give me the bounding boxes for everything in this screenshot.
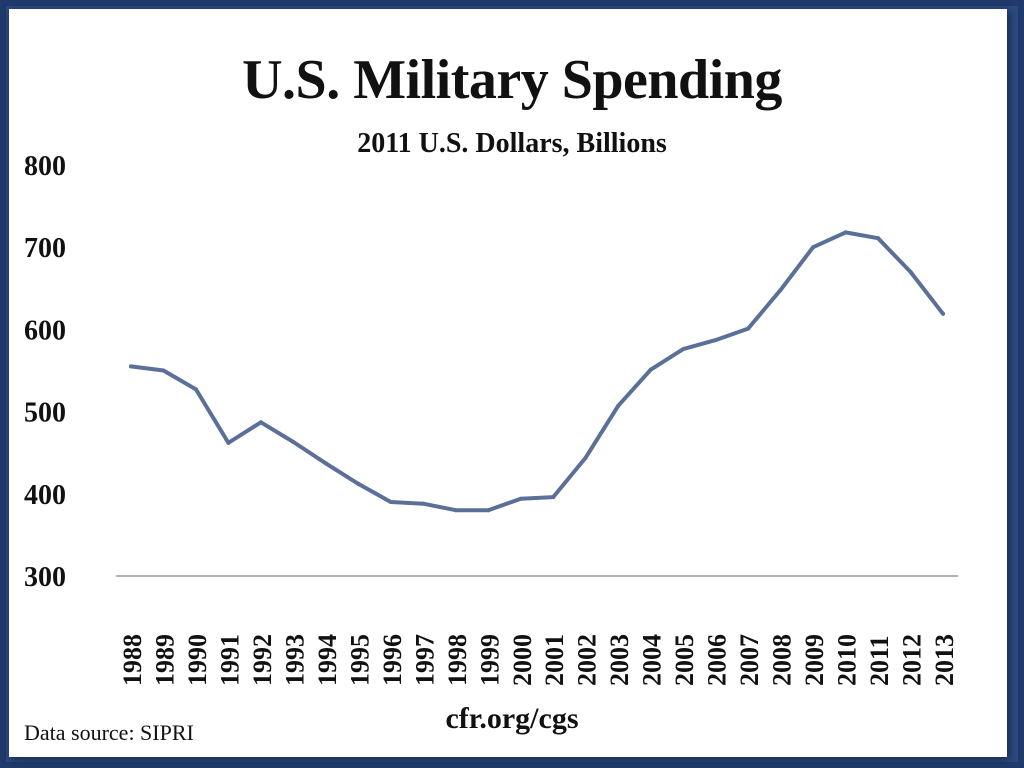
series-line (129, 230, 945, 513)
x-tick-label: 1994 (313, 634, 342, 686)
x-tick-label: 2004 (638, 634, 667, 686)
x-tick-label: 1991 (215, 634, 244, 686)
x-tick-label: 2009 (800, 634, 829, 686)
data-point (161, 368, 166, 373)
y-tick-label: 800 (24, 151, 66, 182)
y-tick-label: 300 (24, 562, 66, 593)
x-tick-label: 2008 (768, 634, 797, 686)
chart-title: U.S. Military Spending (242, 49, 782, 111)
data-point (941, 311, 945, 316)
data-point (129, 364, 133, 369)
data-point (356, 481, 361, 486)
x-tick-label: 2010 (833, 634, 862, 686)
data-point (486, 508, 491, 513)
data-point (681, 347, 686, 352)
x-tick-label: 1990 (183, 634, 212, 686)
data-point (193, 387, 198, 392)
y-tick-label: 400 (24, 480, 66, 511)
x-tick-label: 1989 (150, 634, 179, 686)
data-point (518, 496, 523, 501)
data-point (453, 508, 458, 513)
data-point (551, 495, 556, 500)
chart-subtitle: 2011 U.S. Dollars, Billions (357, 128, 667, 159)
data-point (616, 403, 621, 408)
x-tick-label: 2006 (703, 634, 732, 686)
data-point (908, 269, 913, 274)
x-tick-label: 2013 (930, 634, 959, 686)
x-tick-label: 1992 (248, 634, 277, 686)
data-point (388, 500, 393, 505)
data-point (843, 230, 848, 235)
credit-text: cfr.org/cgs (445, 702, 579, 735)
plot-area (129, 230, 945, 513)
x-tick-label: 2005 (670, 634, 699, 686)
x-tick-label: 2001 (540, 634, 569, 686)
data-source-text: Data source: SIPRI (24, 720, 194, 745)
data-point (421, 501, 426, 506)
data-point (876, 236, 881, 241)
data-point (583, 455, 588, 460)
data-point (713, 338, 718, 343)
y-tick-label: 600 (24, 315, 66, 346)
x-tick-label: 1995 (345, 634, 374, 686)
data-point (258, 420, 263, 425)
data-point (291, 440, 296, 445)
data-point (778, 287, 783, 292)
x-tick-label: 1993 (280, 634, 309, 686)
x-tick-label: 1999 (475, 634, 504, 686)
x-tick-label: 2002 (573, 634, 602, 686)
x-tick-label: 2007 (735, 634, 764, 686)
data-point (811, 245, 816, 250)
x-tick-label: 2003 (605, 634, 634, 686)
y-axis: 800 700 600 500 400 300 (24, 151, 66, 593)
x-tick-label: 1997 (410, 634, 439, 686)
y-tick-label: 700 (24, 233, 66, 264)
x-tick-label: 1998 (443, 634, 472, 686)
y-tick-label: 500 (24, 398, 66, 429)
x-tick-label: 1988 (118, 634, 147, 686)
x-tick-label: 2011 (865, 635, 894, 686)
x-tick-label: 2000 (508, 634, 537, 686)
x-tick-label: 2012 (898, 634, 927, 686)
x-tick-label: 1996 (378, 634, 407, 686)
data-point (648, 367, 653, 372)
data-point (226, 440, 231, 445)
x-axis: 1988 1989 1990 1991 1992 1993 1994 1995 1996 1997… (116, 575, 959, 686)
data-point (323, 461, 328, 466)
data-point (746, 326, 751, 331)
chart-card (9, 9, 1007, 757)
